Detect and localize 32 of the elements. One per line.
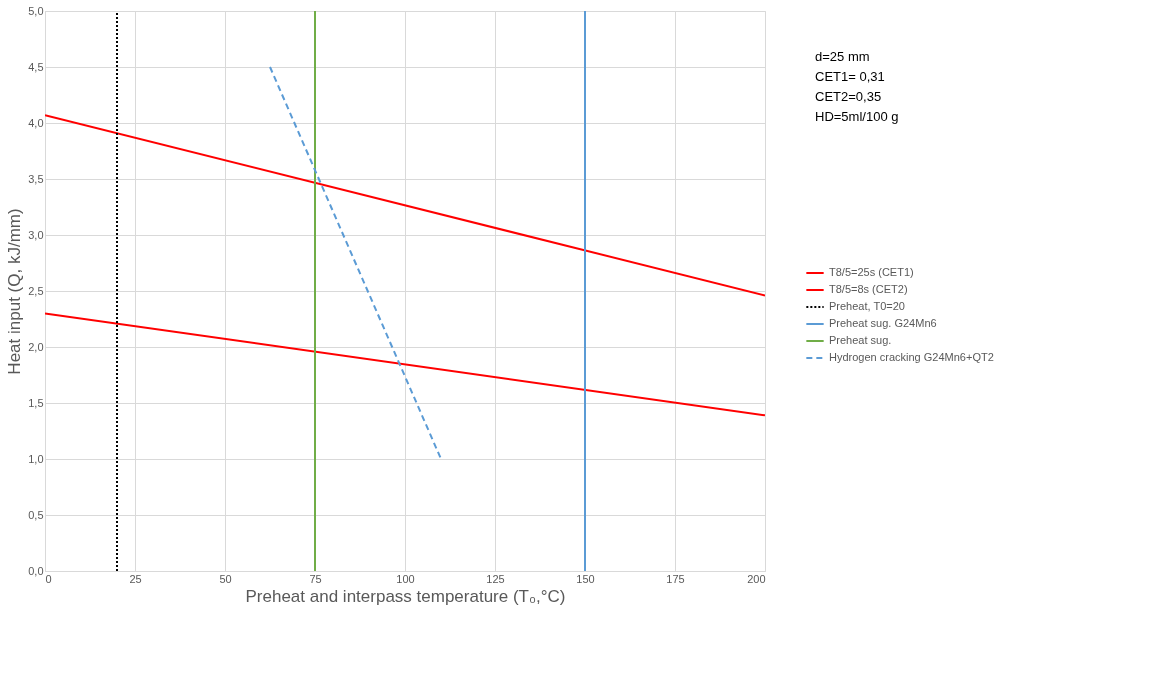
y-tick-label: 1,5 bbox=[28, 396, 44, 409]
text: HD=5ml/100 g bbox=[815, 109, 899, 124]
legend-label: T8/5=8s (CET2) bbox=[829, 283, 908, 295]
y-tick-label: 3,0 bbox=[28, 228, 44, 241]
x-tick-label: 150 bbox=[576, 572, 595, 585]
y-tick-label: 0,0 bbox=[28, 564, 44, 577]
y-tick-label: 4,0 bbox=[28, 116, 44, 129]
x-tick-label: 125 bbox=[486, 572, 505, 585]
y-tick-label: 0,5 bbox=[28, 508, 44, 521]
legend-label: Preheat sug. bbox=[829, 334, 892, 346]
legend-label: Preheat, T0=20 bbox=[829, 300, 905, 312]
legend-label: Hydrogen cracking G24Mn6+QT2 bbox=[829, 351, 994, 363]
text: d=25 mm bbox=[815, 49, 870, 64]
y-tick-label: 5,0 bbox=[28, 4, 44, 17]
x-axis-title: Preheat and interpass temperature (T₀,°C) bbox=[245, 586, 566, 606]
x-tick-label: 25 bbox=[129, 572, 142, 585]
x-tick-label: 0 bbox=[45, 572, 52, 585]
y-tick-label: 4,5 bbox=[28, 60, 44, 73]
text: CET2=0,35 bbox=[815, 89, 882, 104]
text: CET1= 0,31 bbox=[815, 69, 885, 84]
x-tick-label: 100 bbox=[396, 572, 415, 585]
legend-label: Preheat sug. G24Mn6 bbox=[829, 317, 937, 329]
y-tick-label: 1,0 bbox=[28, 452, 44, 465]
y-tick-label: 2,5 bbox=[28, 284, 44, 297]
legend-label: T8/5=25s (CET1) bbox=[829, 266, 914, 278]
x-tick-label: 75 bbox=[309, 572, 322, 585]
x-tick-label: 200 bbox=[747, 572, 766, 585]
y-tick-label: 2,0 bbox=[28, 340, 44, 353]
y-axis-title: Heat input (Q, kJ/mm) bbox=[5, 208, 25, 375]
x-tick-label: 175 bbox=[666, 572, 685, 585]
y-tick-label: 3,5 bbox=[28, 172, 44, 185]
x-tick-label: 50 bbox=[219, 572, 232, 585]
